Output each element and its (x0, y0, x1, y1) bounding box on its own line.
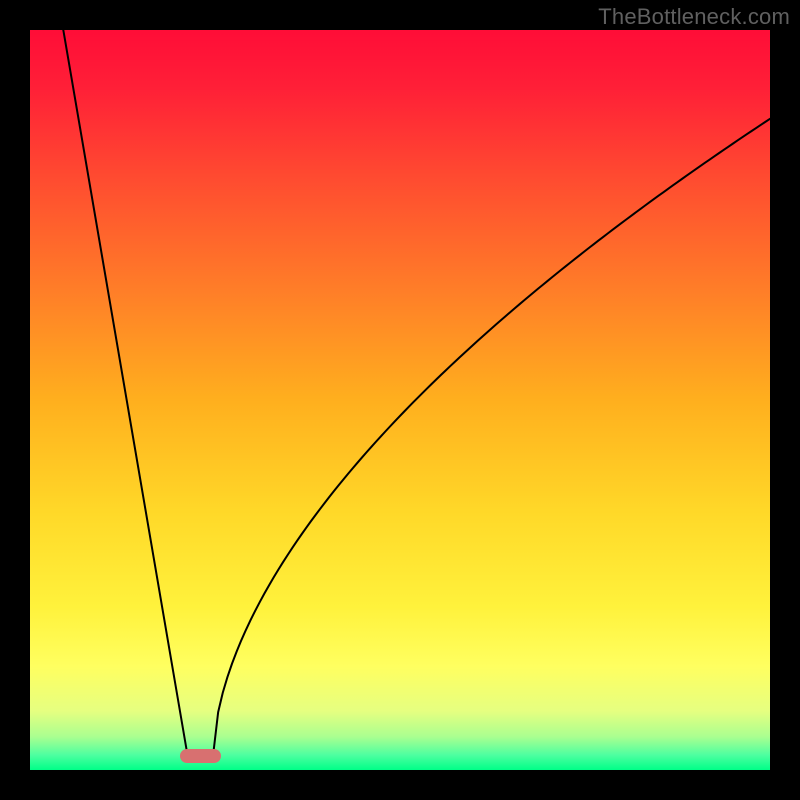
gradient-background (30, 30, 770, 770)
plot-area (30, 30, 770, 770)
bottleneck-marker (180, 749, 221, 762)
watermark-text: TheBottleneck.com (598, 4, 790, 30)
chart-frame: TheBottleneck.com (0, 0, 800, 800)
